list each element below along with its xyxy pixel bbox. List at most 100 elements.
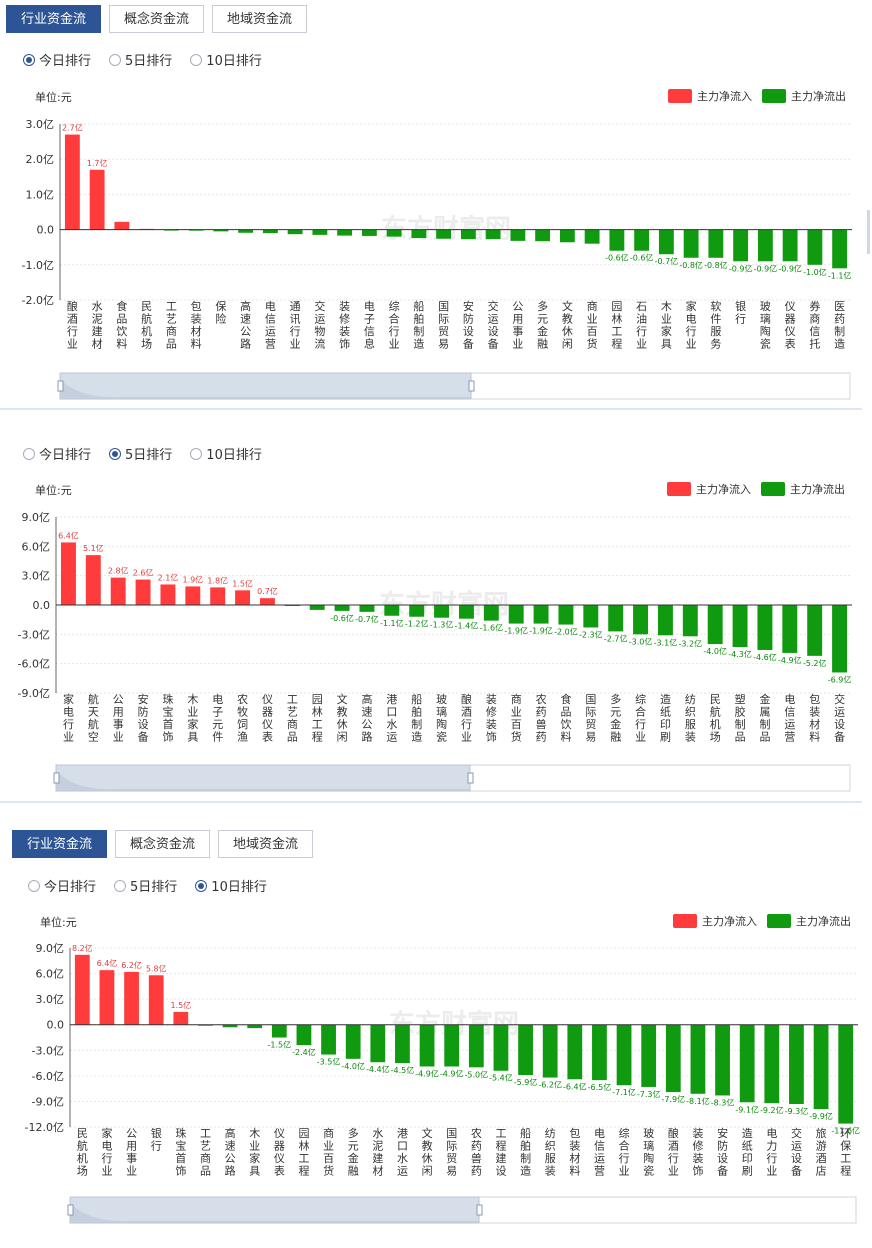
radio-label: 今日排行 — [39, 54, 92, 69]
radio-today[interactable]: 今日排行 — [23, 444, 91, 463]
bar — [210, 587, 226, 605]
zoom-handle-left — [57, 380, 64, 392]
legend-label: 主力净流入 — [696, 483, 751, 496]
x-tick-label: 木业家具 — [249, 1127, 260, 1178]
data-label: 1.5亿 — [232, 578, 253, 588]
radio-today[interactable]: 今日排行 — [23, 50, 91, 69]
bar — [419, 1024, 435, 1067]
x-tick-label: 电信运营 — [594, 1127, 605, 1178]
radio-today[interactable]: 今日排行 — [28, 876, 96, 895]
radio-5day[interactable]: 5日排行 — [109, 444, 172, 463]
x-tick-label: 酿酒行业 — [461, 692, 472, 744]
zoom-slider-window — [59, 372, 472, 400]
radio-label: 今日排行 — [44, 880, 97, 895]
x-tick-label: 玻璃陶瓷 — [436, 693, 447, 744]
radio-5day[interactable]: 5日排行 — [114, 876, 177, 895]
legend-swatch — [673, 914, 697, 928]
x-tick-label: 装修装饰 — [486, 693, 497, 744]
x-tick-label: 银行 — [735, 299, 746, 326]
legend-outflow[interactable]: 主力净流出 — [767, 913, 851, 929]
x-tick-label: 综合行业 — [635, 692, 646, 744]
chart-5day: 9.0亿6.0亿3.0亿0.0-3.0亿-6.0亿-9.0亿东方财富网6.4亿家… — [18, 511, 852, 792]
legend-inflow[interactable]: 主力净流入 — [667, 481, 751, 497]
x-tick-label: 仪器仪表 — [274, 1127, 285, 1178]
bar — [89, 169, 105, 230]
bar — [832, 605, 848, 673]
bar — [641, 1024, 657, 1087]
bar — [309, 605, 325, 610]
bar — [715, 1024, 730, 1096]
radio-10day[interactable]: 10日排行 — [190, 444, 262, 463]
bar — [287, 229, 303, 235]
radio-dot-icon — [109, 53, 122, 66]
data-label: -7.3亿 — [637, 1089, 661, 1099]
tab-industry-flow[interactable]: 行业资金流 — [12, 830, 108, 858]
bar — [458, 605, 474, 619]
tab-concept-flow[interactable]: 概念资金流 — [109, 5, 205, 33]
data-label: -1.5亿 — [268, 1040, 292, 1050]
unit-label: 单位:元 — [40, 916, 77, 929]
legend-outflow[interactable]: 主力净流出 — [762, 88, 846, 104]
bar — [213, 229, 229, 232]
tab-region-flow[interactable]: 地域资金流 — [212, 5, 308, 33]
bar — [807, 229, 823, 265]
x-tick-label: 航天航空 — [88, 692, 99, 744]
legend-outflow[interactable]: 主力净流出 — [761, 481, 845, 497]
bar — [163, 229, 179, 231]
tab-industry-flow[interactable]: 行业资金流 — [6, 5, 102, 33]
bar — [395, 1024, 410, 1064]
x-tick-label: 商业百货 — [587, 299, 598, 351]
tab-region-flow[interactable]: 地域资金流 — [218, 830, 314, 858]
data-label: -6.9亿 — [828, 674, 852, 684]
data-label: 6.4亿 — [58, 530, 79, 540]
data-label: -3.0亿 — [629, 636, 653, 646]
data-label: -5.4亿 — [489, 1073, 513, 1083]
bar — [518, 1024, 533, 1076]
radio-label: 5日排行 — [125, 54, 173, 69]
bar — [657, 605, 673, 636]
legend-label: 主力净流入 — [702, 915, 757, 928]
x-tick-label: 包装材料 — [191, 300, 202, 351]
legend-inflow[interactable]: 主力净流入 — [668, 88, 752, 104]
legend-label: 主力净流出 — [790, 483, 845, 496]
bar — [658, 229, 674, 255]
bar — [60, 542, 76, 605]
x-tick-label: 环保工程 — [840, 1127, 851, 1178]
bar — [185, 586, 201, 605]
bar — [312, 229, 328, 235]
data-label: -3.5亿 — [317, 1057, 341, 1067]
data-label: -2.3亿 — [579, 629, 603, 639]
bar — [813, 1024, 829, 1110]
x-tick-label: 交运设备 — [488, 299, 499, 351]
radio-10day[interactable]: 10日排行 — [190, 50, 262, 69]
tab-concept-flow[interactable]: 概念资金流 — [115, 830, 211, 858]
bar — [444, 1024, 460, 1067]
radio-5day[interactable]: 5日排行 — [109, 50, 172, 69]
legend-inflow[interactable]: 主力净流入 — [673, 913, 757, 929]
y-tick-label: 3.0亿 — [22, 570, 51, 583]
x-tick-label: 农药兽药 — [471, 1126, 482, 1178]
data-label: -11.6亿 — [831, 1126, 860, 1136]
x-tick-label: 高速公路 — [361, 692, 372, 744]
bar — [690, 1024, 706, 1094]
bar — [160, 584, 176, 605]
radio-10day[interactable]: 10日排行 — [195, 876, 267, 895]
x-tick-label: 电信运营 — [784, 693, 795, 744]
zoom-slider-preview — [56, 771, 470, 791]
bar — [110, 577, 126, 605]
x-tick-label: 公用事业 — [126, 1127, 137, 1178]
x-tick-label: 民航机场 — [77, 1127, 88, 1178]
data-label: -4.4亿 — [366, 1064, 390, 1074]
data-label: -6.5亿 — [588, 1082, 612, 1092]
y-tick-label: 6.0亿 — [22, 540, 51, 553]
x-tick-label: 珠宝首饰 — [162, 692, 173, 744]
data-label: 1.7亿 — [87, 158, 108, 168]
x-tick-label: 水泥建材 — [372, 1127, 383, 1178]
bar — [633, 605, 649, 635]
bar — [733, 229, 749, 262]
bar — [468, 1024, 484, 1068]
bar — [757, 229, 773, 262]
zoom-handle-right — [476, 1204, 483, 1216]
bar — [535, 229, 551, 242]
panel1-tabs: 行业资金流 概念资金流 地域资金流 — [6, 5, 315, 33]
